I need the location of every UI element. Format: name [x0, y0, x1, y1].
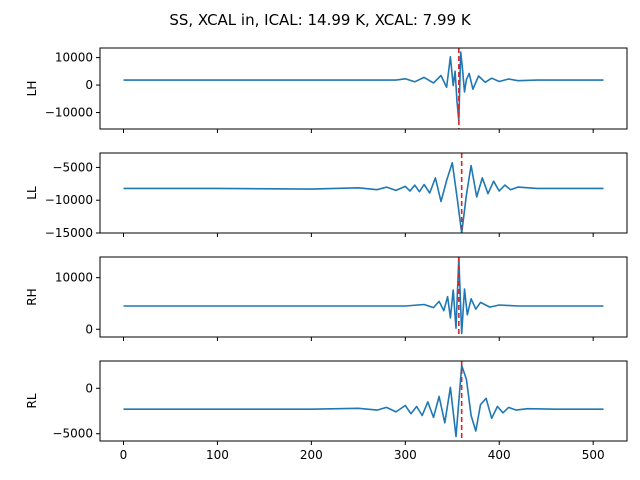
- y-tick-label: 0: [85, 381, 93, 395]
- x-tick-label: 100: [206, 448, 229, 462]
- series-line: [123, 162, 604, 233]
- chart-title: SS, XCAL in, ICAL: 14.99 K, XCAL: 7.99 K: [169, 11, 472, 29]
- y-tick-label: 10000: [55, 271, 93, 285]
- subplot-rl: 0 −5000 RL 0 100 200 300 400 500: [25, 360, 628, 462]
- y-axis-label: RH: [25, 288, 39, 305]
- panels: 100000−10000LH−5000−10000−15000LL100000R…: [25, 47, 628, 462]
- y-tick-label: −15000: [45, 226, 93, 240]
- x-tick-label: 200: [300, 448, 323, 462]
- subplot-rh: 10000 0 RH: [25, 256, 628, 341]
- x-tick-label: 500: [582, 448, 605, 462]
- y-tick-label: 0: [85, 322, 93, 336]
- y-tick-label: −5000: [52, 427, 93, 441]
- x-tick-label: 0: [120, 448, 128, 462]
- axes-frame: [99, 47, 628, 130]
- series-line: [123, 51, 604, 122]
- y-tick-label: 10000: [55, 51, 93, 65]
- x-tick-label: 300: [394, 448, 417, 462]
- subplot-lh: 10000 0 −10000 LH: [25, 47, 628, 133]
- axes-frame: [99, 256, 628, 338]
- y-tick-label: −10000: [45, 106, 93, 120]
- y-axis-label: LH: [25, 81, 39, 97]
- axes-frame: [99, 360, 628, 442]
- y-axis-label: RL: [25, 393, 39, 408]
- series-line: [123, 257, 604, 335]
- series-line: [123, 364, 604, 438]
- y-tick-label: −5000: [52, 160, 93, 174]
- axes-frame: [99, 152, 628, 234]
- subplot-ll: −5000 −10000 −15000 LL: [25, 152, 628, 240]
- x-tick-label: 400: [488, 448, 511, 462]
- y-tick-label: 0: [85, 78, 93, 92]
- y-axis-label: LL: [25, 186, 39, 200]
- y-tick-label: −10000: [45, 193, 93, 207]
